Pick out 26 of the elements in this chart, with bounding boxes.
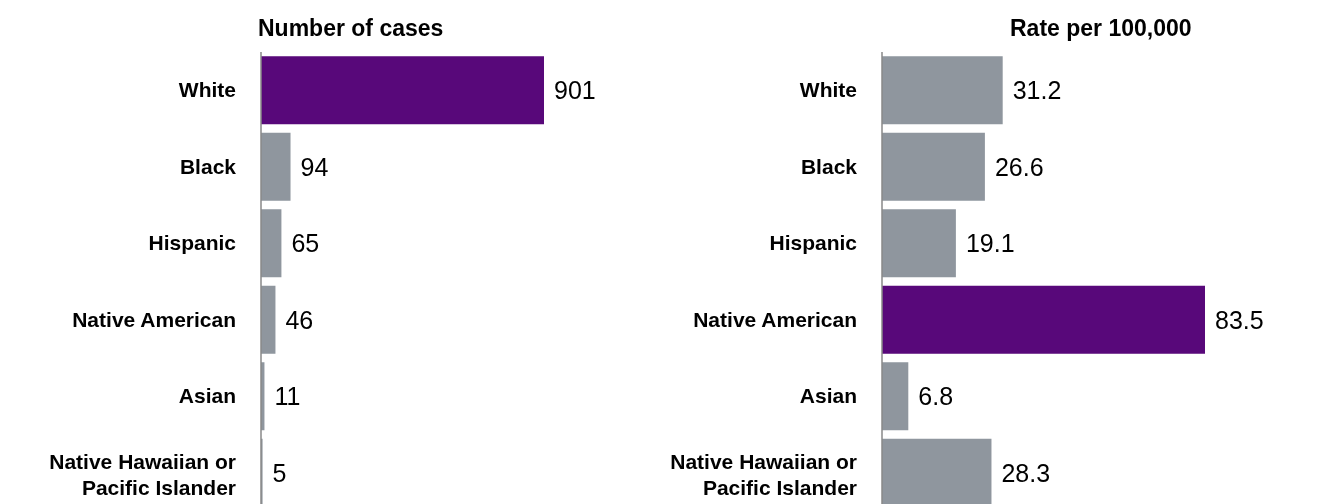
y-tick-label: Black xyxy=(800,154,858,178)
y-tick-label: Asian xyxy=(799,384,857,408)
y-tick-label: Native Hawaiian or Pacific Islander xyxy=(49,449,236,499)
data-label: 19.1 xyxy=(965,229,1015,258)
data-label: 5 xyxy=(272,458,287,487)
y-tick-label: Native American xyxy=(72,307,236,331)
data-label: 6.8 xyxy=(918,382,954,411)
data-label: 94 xyxy=(300,152,329,181)
data-label: 26.6 xyxy=(994,152,1044,181)
data-label: 28.3 xyxy=(1001,458,1051,487)
chart-title: Rate per 100,000 xyxy=(1010,15,1192,41)
data-label: 901 xyxy=(554,76,596,105)
y-tick-label: Asian xyxy=(178,384,236,408)
y-tick-label: Hispanic xyxy=(769,231,858,255)
data-label: 83.5 xyxy=(1215,305,1264,334)
chart-title: Number of cases xyxy=(258,15,444,41)
data-label: 65 xyxy=(291,229,320,258)
y-tick-label: Native American xyxy=(693,307,857,331)
y-tick-label: Native Hawaiian or Pacific Islander xyxy=(670,449,857,499)
data-label: 46 xyxy=(285,305,314,334)
data-label: 31.2 xyxy=(1012,76,1062,105)
y-tick-label: Black xyxy=(179,154,237,178)
y-tick-label: White xyxy=(178,78,236,102)
y-tick-label: Hispanic xyxy=(148,231,237,255)
y-tick-label: White xyxy=(799,78,857,102)
data-label: 11 xyxy=(274,382,301,411)
